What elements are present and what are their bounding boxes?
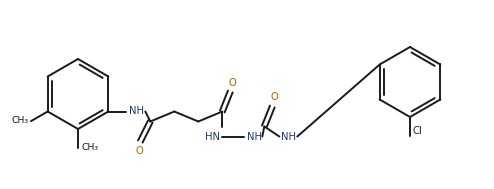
Text: O: O xyxy=(228,77,236,88)
Text: NH: NH xyxy=(281,132,296,142)
Text: CH₃: CH₃ xyxy=(11,116,28,125)
Text: O: O xyxy=(270,92,278,102)
Text: HN: HN xyxy=(205,132,220,142)
Text: CH₃: CH₃ xyxy=(81,143,98,152)
Text: Cl: Cl xyxy=(412,126,422,136)
Text: O: O xyxy=(135,146,143,156)
Text: NH: NH xyxy=(247,132,262,142)
Text: NH: NH xyxy=(129,106,144,116)
